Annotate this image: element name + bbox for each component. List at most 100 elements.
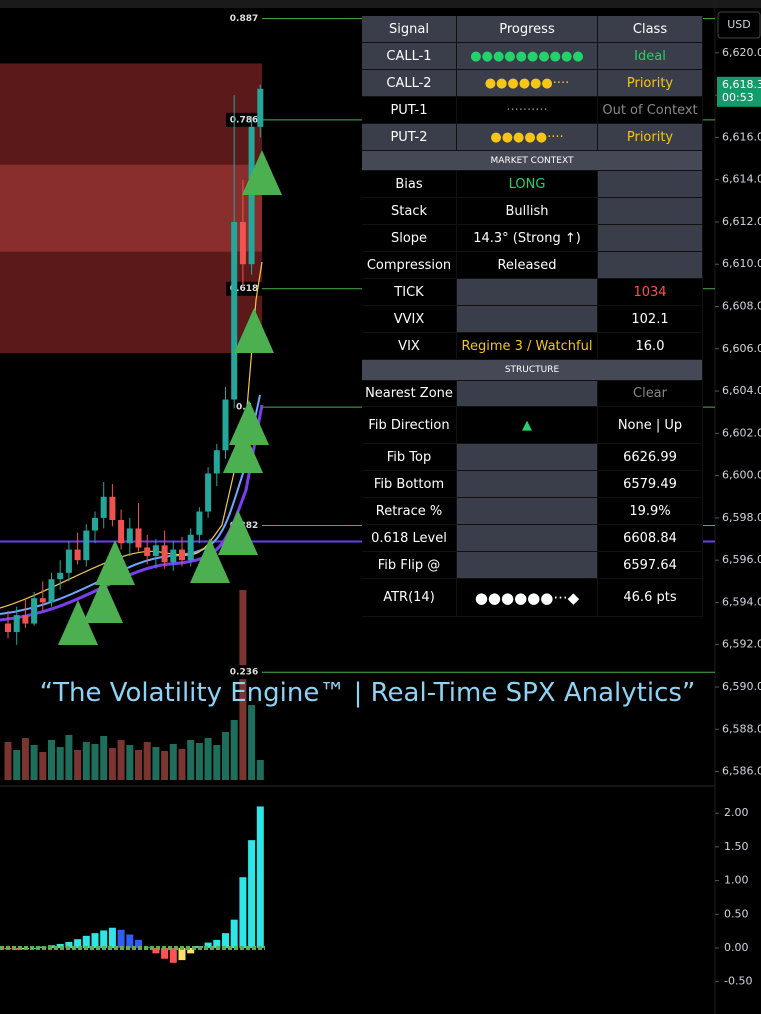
table-cell: Clear [598, 381, 703, 407]
oscillator-bar [56, 943, 64, 948]
fib-label: 0.786 [230, 115, 258, 125]
fib-label: 0.5 [236, 403, 252, 413]
y-tick-label: 6,596.0 [722, 553, 761, 566]
volume-bar [117, 740, 125, 780]
fib-label: 0.887 [230, 14, 258, 24]
oscillator-bar [169, 947, 177, 963]
candle-body [152, 545, 159, 556]
oscillator-bar [204, 942, 212, 948]
table-cell: 19.9% [598, 498, 703, 525]
fib-label-bg [226, 665, 262, 680]
fib-label-bg [226, 112, 262, 127]
volume-bar [143, 742, 151, 780]
table-cell: Nearest Zone [362, 381, 457, 407]
volume-bar [30, 745, 38, 780]
candle-body [100, 496, 107, 518]
candle-body [65, 549, 72, 573]
oscillator-bar [230, 919, 238, 948]
candle-body [109, 496, 116, 520]
y-tick-label: 6,620.0 [722, 46, 761, 59]
table-cell: CALL-2 [362, 70, 457, 97]
oscillator-bar [91, 933, 99, 948]
candle-body [170, 549, 177, 563]
table-cell: VVIX [362, 306, 457, 333]
table-cell: PUT-2 [362, 124, 457, 151]
volume-bar [187, 740, 195, 780]
table-cell: Compression [362, 252, 457, 279]
table-cell: 0.618 Level [362, 525, 457, 552]
volume-bar [256, 760, 264, 780]
table-cell: Out of Context [598, 97, 703, 124]
oscillator-bar [248, 840, 256, 948]
oscillator-bar [30, 947, 38, 949]
y-tick-label: 6,616.0 [722, 130, 761, 143]
empty-cell [457, 381, 598, 407]
candle-body [83, 530, 90, 561]
empty-cell [457, 444, 598, 471]
currency-box[interactable] [717, 11, 761, 39]
volume-bar [108, 748, 116, 780]
table-cell: Bias [362, 171, 457, 198]
volume-bar [161, 751, 169, 780]
empty-cell [598, 252, 703, 279]
volume-bar [74, 750, 82, 780]
table-cell: VIX [362, 333, 457, 360]
table-cell: Fib Bottom [362, 471, 457, 498]
empty-cell [457, 306, 598, 333]
candle-layer [5, 84, 264, 645]
volume-bar [248, 705, 256, 780]
table-cell: LONG [457, 171, 598, 198]
table-cell: 6626.99 [598, 444, 703, 471]
volume-bar [39, 752, 47, 780]
candle-body [126, 528, 133, 544]
signal-arrow [83, 578, 123, 623]
volume-bar [21, 738, 29, 780]
y-tick-label: 6,590.0 [722, 680, 761, 693]
top-bar [0, 0, 761, 8]
oscillator-bar [239, 877, 247, 948]
table-cell: PUT-1 [362, 97, 457, 124]
empty-cell [457, 552, 598, 579]
table-cell: Priority [598, 70, 703, 97]
table-cell: 14.3° (Strong ↑) [457, 225, 598, 252]
table-cell: Fib Top [362, 444, 457, 471]
volume-bar [100, 736, 108, 780]
signal-arrow [95, 540, 135, 585]
oscillator-bar [256, 806, 264, 948]
axis-layer: 6,620.06,618.06,616.06,614.06,612.06,610… [715, 46, 761, 988]
volume-bar [126, 745, 134, 780]
volume-layer [4, 590, 264, 780]
table-cell: 16.0 [598, 333, 703, 360]
osc-tick-label: 0.00 [724, 941, 749, 954]
signal-arrow [223, 428, 263, 473]
candle-body [196, 511, 203, 535]
volume-bar [13, 750, 21, 780]
candle-body [222, 399, 229, 451]
candle-body [92, 517, 98, 531]
empty-cell [598, 198, 703, 225]
y-tick-label: 6,602.0 [722, 426, 761, 439]
section-header: STRUCTURE [362, 360, 703, 381]
oscillator-bar [65, 941, 73, 948]
candle-body [213, 450, 220, 474]
candle-body [187, 534, 194, 561]
volume-bar [204, 738, 212, 780]
table-cell: ●●●●●●···· [457, 70, 598, 97]
oscillator-bar [13, 947, 21, 950]
table-cell: Class [598, 16, 703, 43]
mid-average [0, 394, 261, 615]
table-cell: TICK [362, 279, 457, 306]
candle-body [248, 126, 255, 265]
fib-label-bg [226, 11, 262, 26]
signal-arrow [242, 150, 282, 195]
candle-body [39, 598, 46, 603]
y-tick-label: 6,610.0 [722, 257, 761, 270]
oscillator-bar [135, 939, 142, 948]
oscillator-bar [126, 934, 134, 948]
candle-body [231, 221, 238, 400]
candle-body [57, 572, 64, 580]
volume-bar [213, 745, 221, 780]
volume-bar [222, 732, 229, 780]
osc-tick-label: 2.00 [724, 806, 749, 819]
